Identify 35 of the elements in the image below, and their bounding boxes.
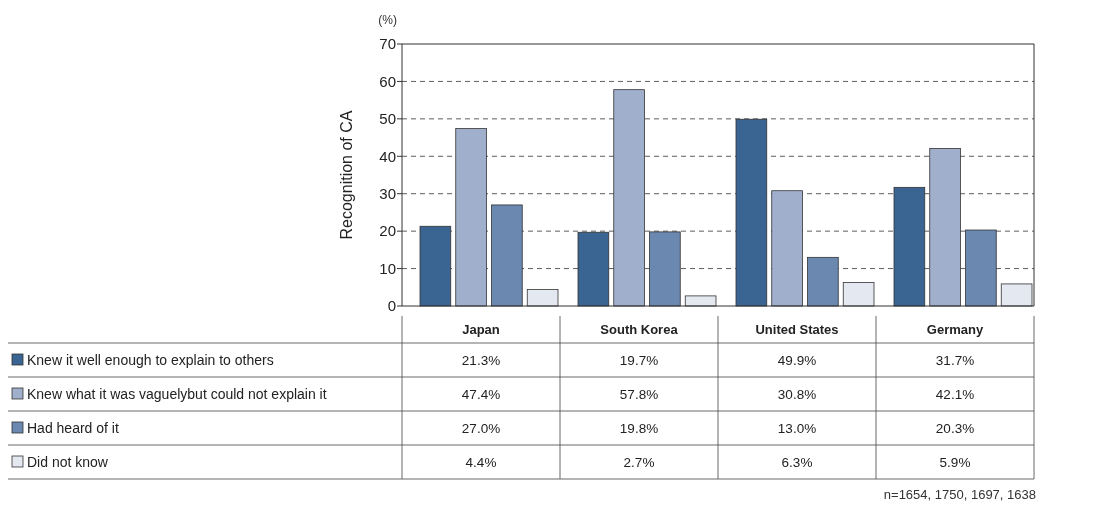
- y-tick-label: 70: [379, 35, 396, 53]
- data-label: 19.7%: [619, 352, 659, 368]
- data-label: 20.3%: [935, 420, 975, 436]
- legend-label: Had heard of it: [27, 419, 119, 436]
- data-label: 21.3%: [461, 352, 501, 368]
- legend-label: Knew what it was vaguelybut could not explain it: [27, 385, 327, 402]
- data-label: 2.7%: [623, 454, 655, 470]
- text: (%): [378, 13, 397, 27]
- data-label: 19.8%: [619, 420, 659, 436]
- y-tick-label: 0: [387, 297, 396, 315]
- data-label: 42.1%: [935, 386, 975, 402]
- data-label: 13.0%: [777, 420, 817, 436]
- data-label: 57.8%: [619, 386, 659, 402]
- data-label: 49.9%: [777, 352, 817, 368]
- x-tick-label: Germany: [926, 322, 984, 337]
- data-label: 27.0%: [461, 420, 501, 436]
- data-label: 5.9%: [939, 454, 971, 470]
- legend-label: Knew it well enough to explain to others: [27, 351, 274, 368]
- y-tick-label: 10: [379, 259, 396, 277]
- data-label: 31.7%: [935, 352, 975, 368]
- data-label: 6.3%: [781, 454, 813, 470]
- y-tick-label: 20: [379, 222, 396, 240]
- y-tick-label: 40: [379, 147, 396, 165]
- y-tick-label: 50: [379, 110, 396, 128]
- data-label: 4.4%: [465, 454, 497, 470]
- y-tick-label: 60: [379, 72, 396, 90]
- x-tick-label: South Korea: [600, 322, 679, 337]
- x-tick-label: United States: [755, 322, 839, 337]
- data-label: 47.4%: [461, 386, 501, 402]
- legend-label: Did not know: [27, 453, 109, 470]
- y-tick-label: 30: [379, 184, 396, 202]
- data-label: 30.8%: [777, 386, 817, 402]
- text: n=1654, 1750, 1697, 1638: [883, 487, 1036, 502]
- x-tick-label: Japan: [462, 322, 500, 337]
- y-axis-title: Recognition of CA: [338, 110, 355, 240]
